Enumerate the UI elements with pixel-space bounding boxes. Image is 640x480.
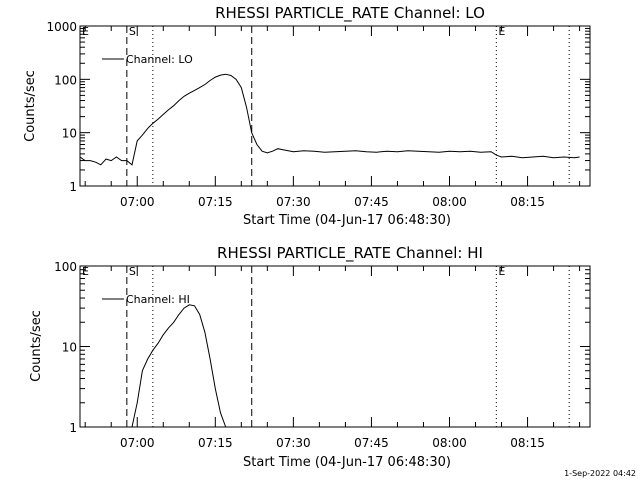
- x-tick-label: 07:30: [276, 436, 311, 450]
- legend-label: Channel: HI: [126, 293, 190, 306]
- x-tick-label: 08:15: [510, 436, 545, 450]
- chart-title-lo: RHESSI PARTICLE_RATE Channel: LO: [215, 4, 485, 23]
- y-tick-label: 1000: [46, 20, 77, 34]
- x-ticks-hi: 07:00 07:15 07:30 07:45 08:00 08:15: [84, 266, 581, 450]
- chart-title-hi: RHESSI PARTICLE_RATE Channel: HI: [217, 244, 483, 263]
- plot-frame-lo: [79, 25, 591, 187]
- event-marker-label: E: [498, 265, 505, 278]
- event-marker-label: S: [129, 25, 136, 38]
- x-tick-label: 07:15: [198, 195, 233, 209]
- event-marker-label: S: [129, 265, 136, 278]
- x-tick-label: 07:15: [198, 436, 233, 450]
- x-axis-label-lo: Start Time (04-Jun-17 06:48:30): [243, 213, 451, 228]
- x-axis-label-hi: Start Time (04-Jun-17 06:48:30): [243, 455, 451, 470]
- y-tick-label: 100: [54, 260, 77, 274]
- event-marker-label: E: [82, 25, 89, 38]
- x-tick-label: 07:00: [120, 436, 155, 450]
- event-marker-label: E: [82, 265, 89, 278]
- y-tick-label: 1: [69, 421, 77, 435]
- legend-hi: Channel: HI: [102, 293, 190, 306]
- x-tick-label: 08:00: [432, 195, 467, 209]
- chart-panel-hi: RHESSI PARTICLE_RATE Channel: HI 110100 …: [29, 244, 591, 470]
- x-tick-label: 07:00: [120, 195, 155, 209]
- x-tick-label: 07:45: [354, 436, 389, 450]
- footer-timestamp: 1-Sep-2022 04:42: [564, 469, 636, 478]
- y-axis-label-lo: Counts/sec: [23, 70, 38, 142]
- series-hi: [131, 304, 227, 427]
- series-line: [131, 304, 227, 427]
- x-tick-label: 08:15: [510, 195, 545, 209]
- y-tick-label: 10: [62, 341, 77, 355]
- plot-frame-hi: [79, 265, 591, 428]
- y-axis-label-hi: Counts/sec: [29, 310, 44, 382]
- series-line: [80, 73, 580, 166]
- y-tick-label: 1: [69, 180, 77, 194]
- x-tick-label: 08:00: [432, 436, 467, 450]
- series-lo: [80, 73, 580, 166]
- y-tick-label: 10: [62, 127, 77, 141]
- x-tick-label: 07:45: [354, 195, 389, 209]
- event-marker-label: E: [498, 25, 505, 38]
- y-tick-label: 100: [54, 73, 77, 87]
- y-ticks-lo: 1 10 100 1000: [46, 20, 590, 194]
- y-ticks-hi: 1 10 100: [54, 260, 590, 435]
- legend-label: Channel: LO: [126, 53, 193, 66]
- legend-lo: Channel: LO: [102, 53, 193, 66]
- x-tick-label: 07:30: [276, 195, 311, 209]
- x-ticks-lo: 07:00 07:15 07:30 07:45 08:00 08:15: [84, 26, 581, 209]
- chart-panel-lo: RHESSI PARTICLE_RATE Channel: LO 1101001…: [23, 4, 591, 228]
